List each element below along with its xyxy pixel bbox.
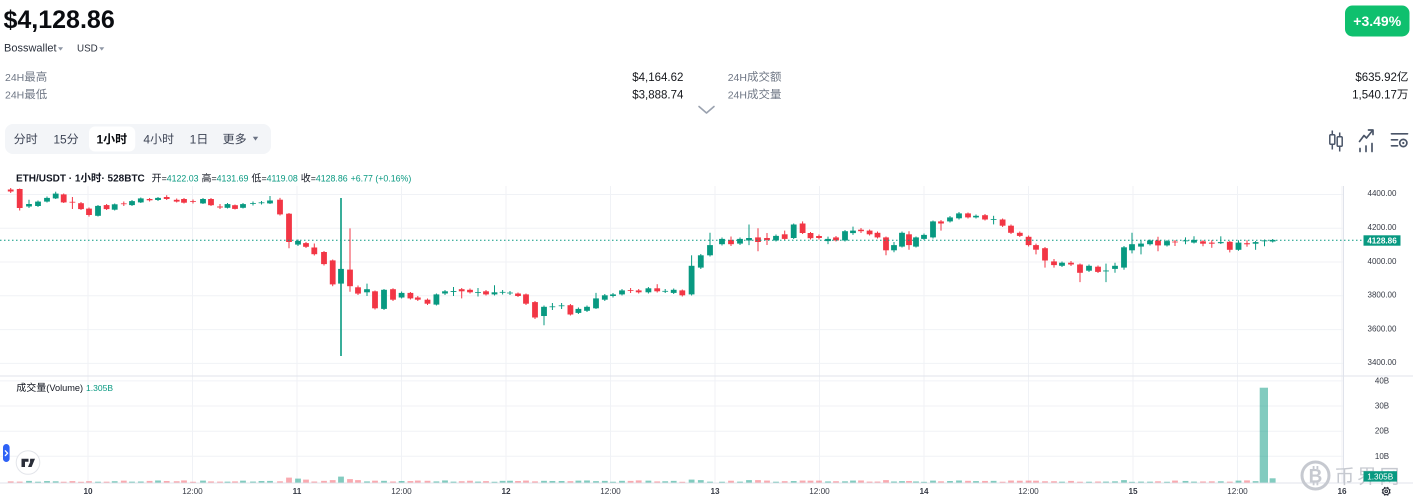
svg-text:+6.77 (+0.16%): +6.77 (+0.16%) bbox=[351, 174, 412, 184]
svg-text:$635.92: $635.92 bbox=[1355, 72, 1397, 84]
svg-text:4400.00: 4400.00 bbox=[1368, 189, 1397, 198]
svg-text:· 528BTC: · 528BTC bbox=[101, 174, 144, 185]
svg-text:B: B bbox=[1309, 466, 1323, 487]
svg-text:1.305B: 1.305B bbox=[1367, 472, 1393, 481]
svg-text:10B: 10B bbox=[1375, 452, 1389, 461]
svg-text:40B: 40B bbox=[1375, 376, 1389, 385]
svg-text:(Volume): (Volume) bbox=[46, 383, 83, 393]
svg-text:24H: 24H bbox=[728, 72, 747, 84]
svg-text:+3.49%: +3.49% bbox=[1353, 13, 1401, 29]
svg-text:=: = bbox=[311, 174, 316, 184]
svg-text:1.305B: 1.305B bbox=[86, 383, 113, 393]
svg-text:15: 15 bbox=[1128, 487, 1138, 496]
svg-text:12:00: 12:00 bbox=[600, 487, 621, 496]
svg-text:4200.00: 4200.00 bbox=[1368, 223, 1397, 232]
svg-text:$4,164.62: $4,164.62 bbox=[632, 72, 683, 84]
svg-text:10: 10 bbox=[83, 487, 93, 496]
svg-text:24H: 24H bbox=[5, 72, 24, 84]
svg-text:4122.03: 4122.03 bbox=[167, 174, 199, 184]
svg-text:12:00: 12:00 bbox=[182, 487, 203, 496]
svg-text:USD: USD bbox=[77, 44, 98, 55]
svg-text:3600.00: 3600.00 bbox=[1368, 324, 1397, 333]
svg-text:24H: 24H bbox=[728, 89, 747, 101]
svg-text:ETH/USDT · 1: ETH/USDT · 1 bbox=[16, 174, 81, 185]
svg-text:12:00: 12:00 bbox=[809, 487, 830, 496]
svg-text:Bosswallet: Bosswallet bbox=[4, 43, 57, 55]
svg-text:$3,888.74: $3,888.74 bbox=[632, 89, 684, 101]
svg-text:4: 4 bbox=[143, 132, 150, 146]
svg-text:3400.00: 3400.00 bbox=[1368, 358, 1397, 367]
svg-text:4128.86: 4128.86 bbox=[316, 174, 348, 184]
svg-text:1: 1 bbox=[190, 132, 197, 146]
svg-text:12: 12 bbox=[501, 487, 511, 496]
svg-text:14: 14 bbox=[919, 487, 929, 496]
svg-text:=: = bbox=[162, 174, 167, 184]
svg-text:1: 1 bbox=[96, 132, 103, 146]
svg-text:4128.86: 4128.86 bbox=[1367, 236, 1397, 245]
svg-text:4000.00: 4000.00 bbox=[1368, 257, 1397, 266]
svg-text:$4,128.86: $4,128.86 bbox=[4, 6, 115, 34]
svg-text:4119.08: 4119.08 bbox=[267, 174, 298, 184]
svg-text:30B: 30B bbox=[1375, 402, 1389, 411]
svg-text:=: = bbox=[261, 174, 266, 184]
svg-text:11: 11 bbox=[293, 487, 302, 496]
svg-text:20B: 20B bbox=[1375, 427, 1389, 436]
svg-text:13: 13 bbox=[710, 487, 720, 496]
svg-text:24H: 24H bbox=[5, 89, 24, 101]
svg-text:16: 16 bbox=[1337, 487, 1347, 496]
svg-text:12:00: 12:00 bbox=[1018, 487, 1039, 496]
svg-text:3800.00: 3800.00 bbox=[1368, 291, 1397, 300]
svg-text:4131.69: 4131.69 bbox=[217, 174, 249, 184]
svg-text:1,540.17: 1,540.17 bbox=[1352, 89, 1397, 101]
svg-text:12:00: 12:00 bbox=[1227, 487, 1248, 496]
svg-text:12:00: 12:00 bbox=[391, 487, 412, 496]
svg-text:15: 15 bbox=[53, 132, 67, 146]
svg-text:=: = bbox=[212, 174, 217, 184]
